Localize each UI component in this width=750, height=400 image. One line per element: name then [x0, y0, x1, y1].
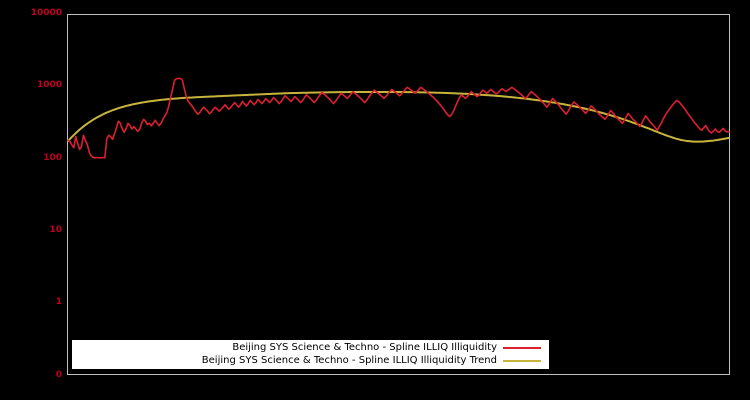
y-axis-tick-1: 1 [55, 297, 62, 307]
legend-label-illiquidity: Beijing SYS Science & Techno - Spline IL… [232, 342, 497, 353]
legend-swatch-trend [503, 360, 541, 362]
y-axis-tick-1000: 1000 [36, 80, 62, 90]
chart-legend: Beijing SYS Science & Techno - Spline IL… [72, 340, 549, 369]
legend-swatch-illiquidity [503, 347, 541, 349]
illiquidity-line-path [67, 77, 730, 159]
plot-area-border [67, 14, 730, 375]
legend-label-trend: Beijing SYS Science & Techno - Spline IL… [201, 355, 497, 366]
y-axis-tick-10000: 10000 [30, 8, 62, 18]
y-axis-tick-0: 0 [55, 370, 62, 380]
trend-line-path [67, 90, 730, 143]
legend-entry-illiquidity: Beijing SYS Science & Techno - Spline IL… [72, 341, 549, 355]
y-axis-tick-10: 10 [49, 225, 62, 235]
legend-entry-trend: Beijing SYS Science & Techno - Spline IL… [72, 354, 549, 368]
plot-canvas [67, 77, 730, 159]
y-axis-tick-100: 100 [43, 153, 62, 163]
